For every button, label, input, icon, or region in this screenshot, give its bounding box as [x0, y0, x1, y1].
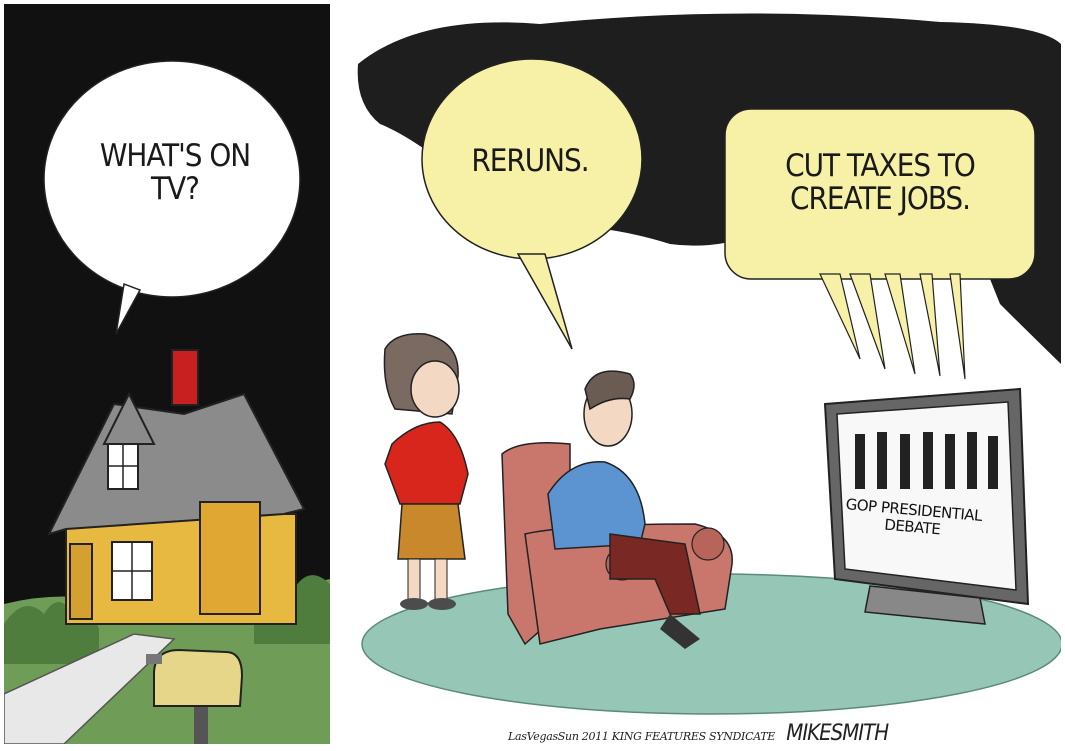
mailbox: [146, 648, 244, 744]
tv-speech-bubble: [724, 108, 1036, 380]
house: [47, 391, 306, 625]
television: [823, 387, 1030, 625]
left-panel-art: [4, 60, 330, 744]
left-speech-bubble: [43, 60, 301, 335]
publisher-credit: LasVegasSun 2011 KING FEATURES SYNDICATE: [508, 730, 776, 743]
chimney: [171, 349, 199, 406]
seated-man: [547, 370, 701, 649]
walkway: [4, 633, 176, 744]
artist-signature: MIKESMITH: [786, 721, 889, 746]
tv-bubble-text: CUT TAXES TO CREATE JOBS.: [785, 148, 976, 217]
right-panel: [340, 4, 1061, 744]
right-panel-art: [357, 13, 1061, 715]
credit-line: LasVegasSun 2011 KING FEATURES SYNDICATE…: [508, 721, 889, 746]
woman-speech-bubble: [421, 58, 643, 350]
debate-candidates: [855, 432, 998, 489]
woman: [383, 333, 469, 610]
left-bubble-text: WHAT'S ON TV?: [99, 138, 251, 207]
left-panel: [4, 4, 330, 744]
woman-bubble-text: RERUNS.: [471, 143, 589, 179]
